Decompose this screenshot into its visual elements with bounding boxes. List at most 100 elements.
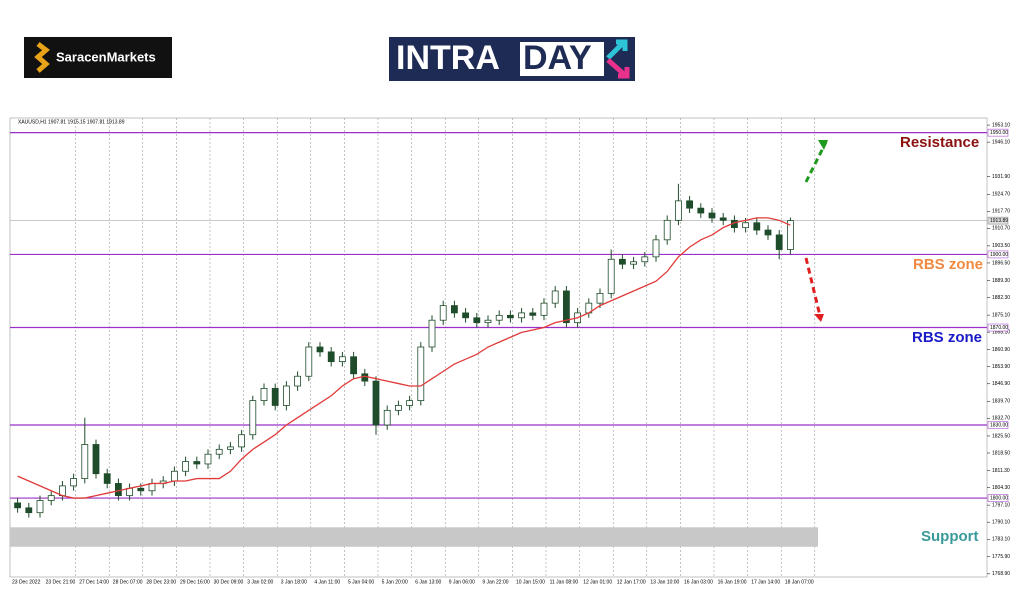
- y-tick-label: 1832.70: [992, 416, 1010, 422]
- candle-body: [473, 317, 481, 324]
- candle-body: [182, 461, 190, 472]
- candle-body: [563, 290, 570, 324]
- x-tick-label: 3 Jan 02:00: [247, 579, 273, 585]
- x-tick-label: 16 Jan 03:00: [684, 579, 713, 585]
- x-tick-label: 23 Dec 21:00: [46, 579, 76, 585]
- candle-body: [226, 446, 234, 450]
- plot: 23 Dec 2022 23 Dec 21:00 27 Dec 14:00 28 De…: [10, 118, 1010, 585]
- x-tick-label: 6 Jan 13:00: [415, 579, 441, 585]
- candle-body: [92, 444, 100, 475]
- y-tick-label: 1946.10: [992, 139, 1010, 145]
- candle-body: [428, 319, 436, 348]
- candle-body: [260, 388, 268, 402]
- y-tick-label: 1882.30: [992, 295, 1010, 301]
- level-label: 1900.00: [990, 252, 1008, 258]
- candle-body: [697, 207, 705, 214]
- y-tick-label: 1768.90: [992, 571, 1010, 577]
- x-tick-label: 3 Jan 18:00: [281, 579, 307, 585]
- candle-body: [551, 290, 559, 304]
- candle-body: [495, 314, 503, 321]
- x-tick-label: 16 Jan 19:00: [718, 579, 747, 585]
- candle-body: [450, 305, 458, 314]
- y-tick-label: 1860.90: [992, 347, 1010, 353]
- level-label: 1830.00: [990, 422, 1008, 428]
- y-tick-label: 1896.50: [992, 260, 1010, 266]
- candle-body: [238, 434, 246, 448]
- y-tick-label: 1868.10: [992, 329, 1010, 335]
- candle-body: [484, 319, 492, 324]
- x-tick-label: 12 Jan 01:00: [583, 579, 612, 585]
- down-arrow: [804, 257, 822, 317]
- level-label: 1950.00: [990, 130, 1008, 136]
- y-tick-label: 1790.10: [992, 520, 1010, 526]
- y-tick-label: 1846.90: [992, 381, 1010, 387]
- candle-body: [775, 234, 783, 250]
- level-label-box: [987, 128, 1009, 137]
- candle-body: [204, 453, 212, 465]
- plot-frame: [9, 117, 988, 578]
- title-box: [520, 42, 604, 76]
- candle-body: [14, 502, 22, 509]
- candle-body: [652, 239, 660, 258]
- candle-body: [327, 351, 335, 363]
- annotation: Resistance: [900, 134, 979, 151]
- x-tick-label: 10 Jan 15:00: [516, 579, 545, 585]
- candle-body: [686, 200, 693, 209]
- y-tick-label: 1917.70: [992, 209, 1010, 215]
- candle-body: [619, 258, 626, 265]
- x-tick-label: 12 Jan 17:00: [617, 579, 646, 585]
- candle-body: [271, 388, 279, 406]
- level-label: 1870.00: [990, 325, 1008, 331]
- x-tick-label: 28 Dec 23:00: [146, 579, 176, 585]
- title-arrow-up: [606, 39, 628, 60]
- candle-body: [506, 314, 514, 319]
- y-tick-label: 1924.70: [992, 192, 1010, 198]
- candle-body: [115, 483, 122, 497]
- y-tick-label: 1903.50: [992, 243, 1010, 249]
- y-tick-label: 1853.90: [992, 364, 1010, 370]
- level-label-box: [987, 421, 1009, 429]
- x-tick-label: 27 Dec 14:00: [79, 579, 109, 585]
- candle-body: [137, 487, 145, 492]
- candle-body: [641, 256, 649, 263]
- level-label-box: [987, 323, 1009, 332]
- candle-body: [417, 346, 425, 402]
- title-right: DAY: [523, 39, 592, 77]
- symbol-info: XAUUSD,H1 1907.81 1915.15 1907.81 1913.8…: [18, 119, 125, 125]
- candle-body: [439, 305, 447, 321]
- candle-body: [630, 261, 637, 265]
- candle-body: [372, 380, 380, 426]
- x-tick-label: 23 Dec 2022: [12, 579, 41, 585]
- candle-body: [361, 373, 369, 382]
- candle-body: [47, 495, 55, 501]
- candle-body: [787, 220, 794, 250]
- candle-body: [383, 409, 391, 426]
- candle-body: [215, 448, 223, 455]
- x-tick-label: 18 Jan 07:00: [785, 579, 814, 585]
- y-tick-label: 1811.30: [992, 468, 1010, 474]
- level-label-box: [987, 250, 1009, 259]
- candle-body: [462, 312, 470, 319]
- y-tick-label: 1875.10: [992, 312, 1010, 318]
- candle-body: [25, 507, 33, 514]
- candle-body: [294, 375, 302, 387]
- candle-body: [305, 346, 313, 377]
- title-arrow-down: [606, 58, 630, 79]
- candle-body: [663, 219, 671, 241]
- up-arrow-head: [818, 140, 828, 150]
- current-price-box: [987, 216, 1009, 225]
- candle-body: [36, 500, 44, 514]
- candle-body: [282, 385, 290, 406]
- candle-body: [249, 400, 257, 436]
- x-tick-label: 9 Jan 22:00: [482, 579, 508, 585]
- candle-body: [316, 346, 324, 353]
- candle-body: [764, 229, 772, 236]
- brand-icon: [34, 42, 50, 73]
- title-left: INTRA: [396, 39, 500, 77]
- y-tick-label: 1797.10: [992, 502, 1010, 508]
- candle-body: [406, 400, 414, 406]
- candle-body: [596, 293, 604, 304]
- x-tick-label: 5 Jan 04:00: [348, 579, 374, 585]
- current-price-label: 1913.89: [990, 218, 1008, 224]
- candle-body: [540, 302, 548, 316]
